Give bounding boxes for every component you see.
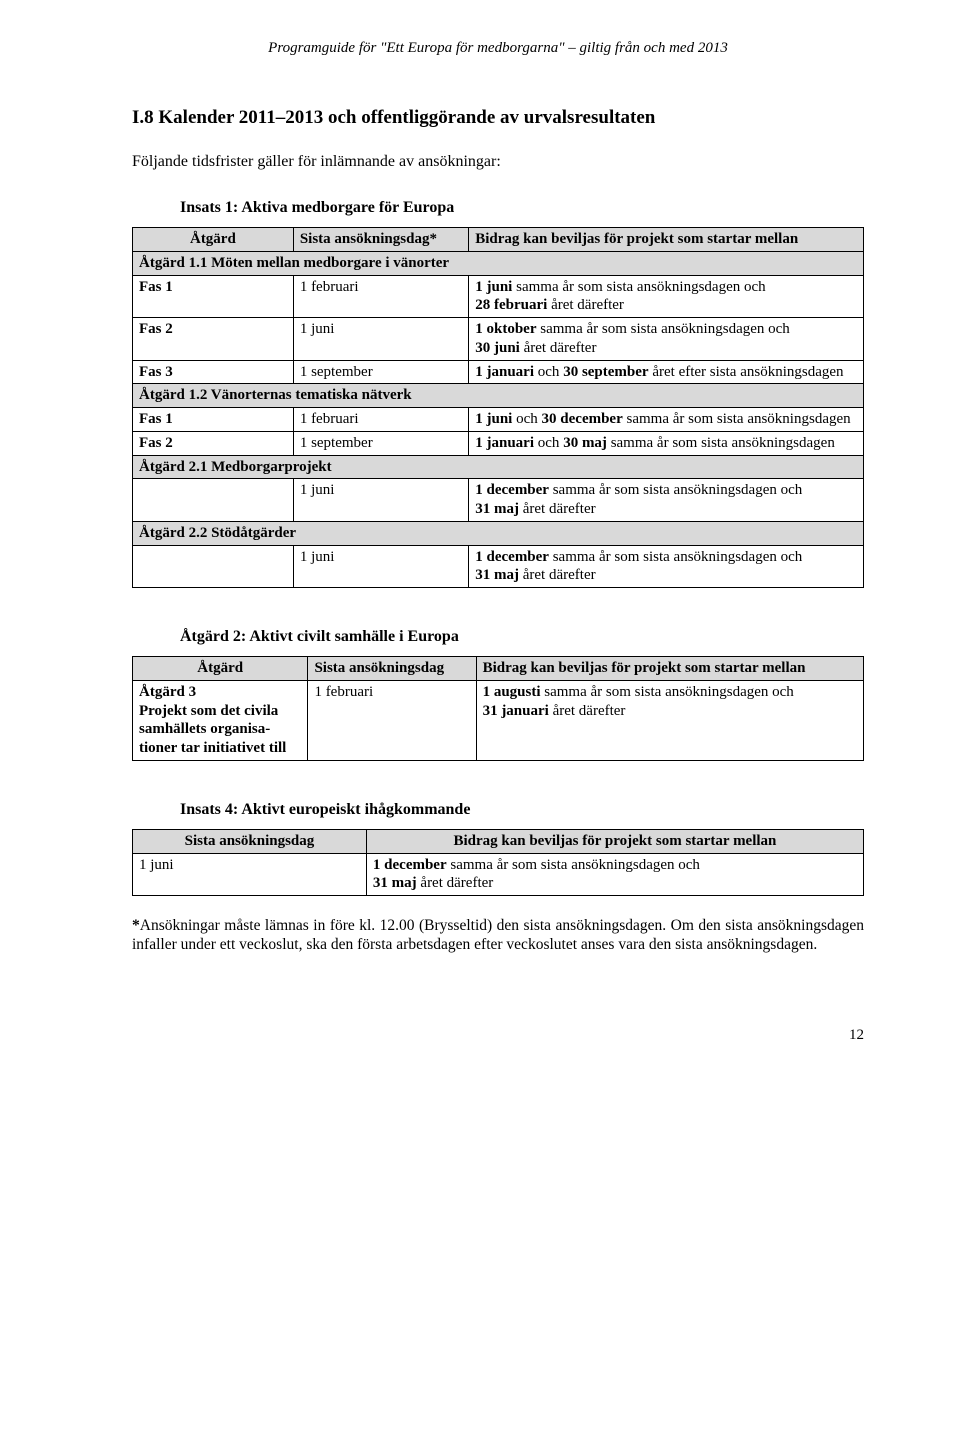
text-span: samma år som sista ansökningsdagen och <box>512 279 765 295</box>
t1-r2c2: 1 juni <box>293 318 468 361</box>
t1-r5c2: 1 september <box>293 431 468 455</box>
t1-r2c1: Fas 2 <box>133 318 294 361</box>
bold-span: 31 maj <box>373 875 417 891</box>
t3-r1c2: 1 december samma år som sista ansöknings… <box>366 853 863 896</box>
t1-r1c3: 1 juni samma år som sista ansökningsdage… <box>469 275 864 318</box>
page-header: Programguide för "Ett Europa för medborg… <box>132 40 864 57</box>
table-row: 1 juni 1 december samma år som sista ans… <box>133 545 864 588</box>
t2-r1c1: Åtgärd 3 Projekt som det civila samhället… <box>133 680 308 760</box>
footnote-text: Ansökningar måste lämnas in före kl. 12.… <box>132 917 864 953</box>
table-row: Fas 3 1 september 1 januari och 30 septe… <box>133 360 864 384</box>
t2-r1c3: 1 augusti samma år som sista ansökningsd… <box>476 680 863 760</box>
t1-r5c1: Fas 2 <box>133 431 294 455</box>
t2-h2: Sista ansökningsdag <box>308 657 476 681</box>
t1-h3: Bidrag kan beviljas för projekt som star… <box>469 228 864 252</box>
bold-span: 1 oktober <box>475 321 536 337</box>
t1-r3c2: 1 september <box>293 360 468 384</box>
text-span: samma år som sista ansökningsdagen <box>623 411 851 427</box>
text-span: året därefter <box>547 297 624 313</box>
bold-span: Projekt som det civila samhällets organi… <box>139 703 286 757</box>
text-span: samma år som sista ansökningsdagen och <box>549 549 802 565</box>
table-row: Fas 1 1 februari 1 juni samma år som sis… <box>133 275 864 318</box>
t1-r7c2: 1 juni <box>293 545 468 588</box>
insats4-title: Insats 4: Aktivt europeiskt ihågkommande <box>180 801 864 819</box>
t2-h3: Bidrag kan beviljas för projekt som star… <box>476 657 863 681</box>
t1-r6c3: 1 december samma år som sista ansöknings… <box>469 479 864 522</box>
text-span: samma år som sista ansökningsdagen och <box>549 482 802 498</box>
t3-r1c1: 1 juni <box>133 853 367 896</box>
t1-group4: Åtgärd 2.2 Stödåtgärder <box>133 521 864 545</box>
bold-span: 31 januari <box>483 703 549 719</box>
t1-r6c1 <box>133 479 294 522</box>
intro-text: Följande tidsfrister gäller för inlämnan… <box>132 153 864 171</box>
bold-span: 30 maj <box>563 435 607 451</box>
text-span: året därefter <box>520 340 597 356</box>
text-span: samma år som sista ansökningsdagen och <box>447 857 700 873</box>
text-span: året därefter <box>549 703 626 719</box>
table-row: 1 juni 1 december samma år som sista ans… <box>133 853 864 896</box>
text-span: året efter sista ansökningsdagen <box>649 364 844 380</box>
text-span: samma år som sista ansökningsdagen och <box>541 684 794 700</box>
text-span: och <box>512 411 541 427</box>
bold-span: 30 september <box>563 364 648 380</box>
table-row: 1 juni 1 december samma år som sista ans… <box>133 479 864 522</box>
text-span: året därefter <box>519 501 596 517</box>
t1-r3c3: 1 januari och 30 september året efter si… <box>469 360 864 384</box>
footnote-star: * <box>132 917 140 934</box>
bold-span: 30 december <box>542 411 623 427</box>
t3-h1: Sista ansökningsdag <box>133 829 367 853</box>
insats1-title: Insats 1: Aktiva medborgare för Europa <box>180 199 864 217</box>
table-insats2: Åtgärd Sista ansökningsdag Bidrag kan be… <box>132 656 864 761</box>
table-insats4: Sista ansökningsdag Bidrag kan beviljas … <box>132 829 864 896</box>
t3-h2: Bidrag kan beviljas för projekt som star… <box>366 829 863 853</box>
t1-r4c1: Fas 1 <box>133 408 294 432</box>
bold-span: 1 juni <box>475 279 512 295</box>
bold-span: 1 augusti <box>483 684 541 700</box>
bold-span: 1 december <box>475 482 549 498</box>
t1-r3c1: Fas 3 <box>133 360 294 384</box>
table-row: Fas 2 1 juni 1 oktober samma år som sist… <box>133 318 864 361</box>
text-span: året därefter <box>519 567 596 583</box>
bold-span: 1 december <box>475 549 549 565</box>
page-number: 12 <box>132 1027 864 1044</box>
t1-r2c3: 1 oktober samma år som sista ansökningsd… <box>469 318 864 361</box>
t1-r6c2: 1 juni <box>293 479 468 522</box>
t1-group1: Åtgärd 1.1 Möten mellan medborgare i vän… <box>133 251 864 275</box>
table-row: Fas 2 1 september 1 januari och 30 maj s… <box>133 431 864 455</box>
bold-span: 1 januari <box>475 435 534 451</box>
t1-r7c1 <box>133 545 294 588</box>
bold-span: 1 december <box>373 857 447 873</box>
t1-r4c3: 1 juni och 30 december samma år som sist… <box>469 408 864 432</box>
bold-span: 31 maj <box>475 567 519 583</box>
table-row: Fas 1 1 februari 1 juni och 30 december … <box>133 408 864 432</box>
t1-r5c3: 1 januari och 30 maj samma år som sista … <box>469 431 864 455</box>
t1-r1c1: Fas 1 <box>133 275 294 318</box>
footnote: *Ansökningar måste lämnas in före kl. 12… <box>132 916 864 955</box>
t1-r1c2: 1 februari <box>293 275 468 318</box>
text-span: samma år som sista ansökningsdagen och <box>537 321 790 337</box>
bold-span: 31 maj <box>475 501 519 517</box>
text-span: och <box>534 435 563 451</box>
t1-h2: Sista ansökningsdag* <box>293 228 468 252</box>
text-span: samma år som sista ansökningsdagen <box>607 435 835 451</box>
t1-r7c3: 1 december samma år som sista ansöknings… <box>469 545 864 588</box>
table-row: Åtgärd 3 Projekt som det civila samhället… <box>133 680 864 760</box>
section-title: I.8 Kalender 2011–2013 och offentliggöra… <box>132 107 864 129</box>
text-span: året därefter <box>417 875 494 891</box>
t1-h1: Åtgärd <box>133 228 294 252</box>
t1-r4c2: 1 februari <box>293 408 468 432</box>
t1-group2: Åtgärd 1.2 Vänorternas tematiska nätverk <box>133 384 864 408</box>
bold-span: Åtgärd 3 <box>139 684 196 700</box>
text-span: och <box>534 364 563 380</box>
insats2-title: Åtgärd 2: Aktivt civilt samhälle i Europ… <box>180 628 864 646</box>
bold-span: 1 juni <box>475 411 512 427</box>
t2-h1: Åtgärd <box>133 657 308 681</box>
bold-span: 30 juni <box>475 340 520 356</box>
t2-r1c2: 1 februari <box>308 680 476 760</box>
t1-group3: Åtgärd 2.1 Medborgarprojekt <box>133 455 864 479</box>
bold-span: 1 januari <box>475 364 534 380</box>
table-insats1: Åtgärd Sista ansökningsdag* Bidrag kan b… <box>132 227 864 588</box>
bold-span: 28 februari <box>475 297 547 313</box>
